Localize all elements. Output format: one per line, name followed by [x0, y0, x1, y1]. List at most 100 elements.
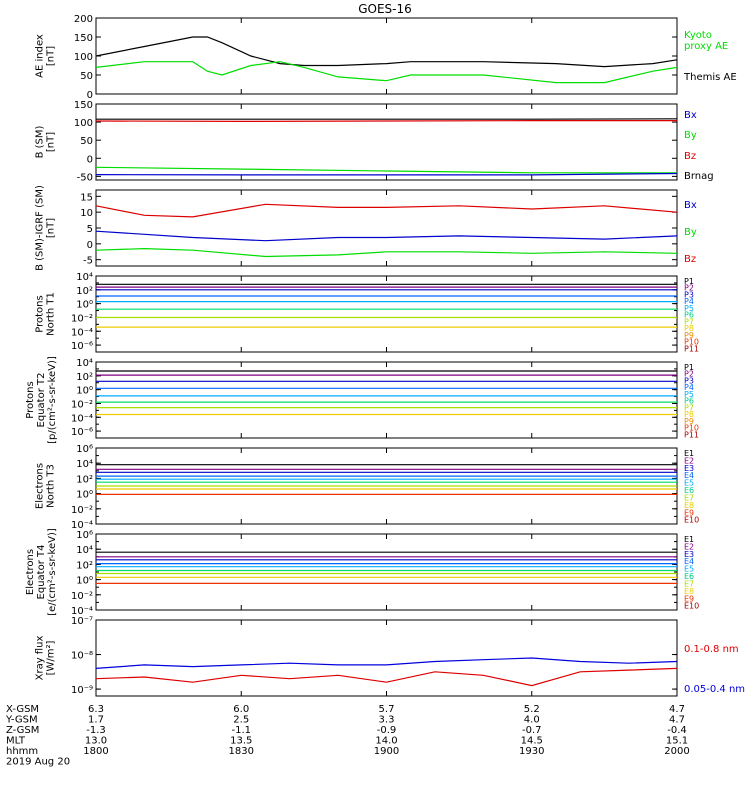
legend-label: P4 [684, 297, 694, 306]
y-tick-label: 5 [87, 224, 93, 235]
legend-label: Bx [684, 200, 697, 211]
legend-label: By [684, 130, 697, 141]
legend-label: E10 [684, 516, 699, 525]
legend-label: E8 [684, 587, 694, 596]
y-tick-label: 10⁻² [71, 591, 93, 602]
y-tick-label: 10² [76, 474, 93, 485]
series-line [95, 119, 677, 123]
y-tick-label: 10² [76, 560, 93, 571]
y-tick-label: -50 [77, 172, 93, 183]
y-tick-label: 10⁻⁴ [71, 520, 93, 531]
ephemeris-value: -0.7 [522, 725, 542, 736]
series-line [95, 166, 677, 174]
y-axis-label: [e/(cm²-s-sr-keV)] [47, 528, 58, 616]
ephemeris-value: 1800 [83, 746, 108, 757]
y-axis-label: [p/(cm²-s-sr-keV)] [47, 356, 58, 444]
series-line [95, 36, 678, 68]
legend-label: P10 [684, 424, 699, 433]
series-line [95, 657, 678, 669]
panel-frame [95, 189, 678, 267]
legend-label: E4 [684, 471, 694, 480]
legend-label: E9 [684, 594, 694, 603]
legend-label: E1 [684, 449, 694, 458]
legend-label: P9 [684, 417, 694, 426]
legend-label: E8 [684, 501, 694, 510]
y-tick-label: 10 [80, 208, 93, 219]
series-line [95, 247, 678, 258]
y-axis-label: Protons [25, 381, 36, 418]
y-tick-label: 10⁻² [71, 399, 93, 410]
ephemeris-value: -0.9 [377, 725, 397, 736]
legend-label: 0.1-0.8 nm [684, 644, 739, 655]
y-axis-label: [nT] [46, 46, 57, 66]
legend-label: P10 [684, 338, 699, 347]
panel-xray: 10⁻⁷ 10⁻⁸ 10⁻⁹ Xray flux [W/m²] 0.1-0.8 nm 0.0… [35, 616, 745, 697]
ephemeris-value: 14.0 [375, 736, 397, 747]
legend-label: P3 [684, 290, 694, 299]
legend-label: P1 [684, 363, 694, 372]
series-line [95, 61, 678, 84]
y-tick-label: 10⁴ [76, 545, 93, 556]
legend-label: P6 [684, 397, 694, 406]
ephemeris-value: -1.1 [231, 725, 251, 736]
legend-label: E5 [684, 565, 694, 574]
panel-bsm: -50 0 50 100 150 B (SM) [nT] Bx By Bz Brnag [35, 100, 714, 183]
y-axis-label: Equator T2 [36, 373, 47, 428]
legend-label: Themis AE [683, 72, 737, 83]
y-tick-label: 10⁻⁶ [71, 341, 93, 352]
series-line [95, 203, 678, 218]
y-tick-label: 10⁶ [76, 530, 93, 541]
legend-label: Bz [684, 254, 696, 265]
legend-label: E7 [684, 493, 694, 502]
y-tick-label: 150 [74, 33, 93, 44]
ephemeris-row-label: MLT [6, 736, 26, 747]
ephemeris-value: 2.5 [233, 715, 249, 726]
legend-label: Kyoto [684, 30, 712, 41]
legend-label: Bx [684, 110, 697, 121]
legend-label: E5 [684, 479, 694, 488]
y-tick-label: 150 [74, 100, 93, 111]
ephemeris-value: 13.5 [230, 736, 252, 747]
y-tick-label: 10⁻² [71, 505, 93, 516]
y-axis-label: North T3 [46, 464, 57, 508]
y-tick-label: 0 [87, 240, 93, 251]
y-axis-label: Electrons [35, 463, 46, 509]
y-axis-label: [nT] [46, 218, 57, 238]
date-label: 2019 Aug 20 [6, 757, 70, 768]
y-tick-label: 10⁰ [76, 386, 93, 397]
legend-label: P9 [684, 331, 694, 340]
legend-label: P11 [684, 430, 699, 439]
y-tick-label: 50 [80, 136, 93, 147]
y-tick-label: 15 [80, 192, 93, 203]
y-tick-label: 10⁻² [71, 313, 93, 324]
legend-label: Brnag [684, 171, 714, 182]
y-tick-label: 50 [80, 71, 93, 82]
legend-label: P1 [684, 277, 694, 286]
ephemeris-value: 2000 [664, 746, 689, 757]
legend-label: P7 [684, 317, 694, 326]
y-axis-label: Protons [35, 295, 46, 332]
y-tick-label: 10⁴ [76, 358, 93, 369]
legend-label: E6 [684, 486, 694, 495]
ephemeris-value: 1930 [519, 746, 544, 757]
series-line [95, 172, 678, 176]
ephemeris-value: 13.0 [85, 736, 107, 747]
y-tick-label: 10⁻⁴ [71, 606, 93, 617]
legend-label: P4 [684, 383, 694, 392]
panel-bigrf: -5 0 5 10 15 B (SM)-IGRF (SM) [nT] Bx By Bz [35, 185, 697, 271]
y-axis-label: [nT] [46, 132, 57, 152]
ephemeris-row-label: Y-GSM [5, 715, 38, 726]
ephemeris-footer: X-GSM 6.3 6.0 5.7 5.2 4.7 Y-GSM 1.7 2.5 3.3 4.0 4.7… [5, 704, 690, 768]
ephemeris-value: 3.3 [379, 715, 395, 726]
ephemeris-value: 6.0 [233, 704, 249, 715]
y-axis-label: B (SM)-IGRF (SM) [35, 185, 46, 271]
legend-label: E1 [684, 535, 694, 544]
legend-label: E2 [684, 542, 694, 551]
ephemeris-value: 1830 [229, 746, 254, 757]
y-tick-label: 10⁴ [76, 459, 93, 470]
y-axis-label: North T1 [46, 292, 57, 336]
panel-peq: 10⁴ 10² 10⁰ 10⁻² 10⁻⁴ 10⁻⁶ Protons Equator T2 [p… [25, 356, 699, 444]
panel-eeq: 10⁶ 10⁴ 10² 10⁰ 10⁻² 10⁻⁴ Electrons Equator T4[… [25, 528, 699, 617]
legend-label: P3 [684, 376, 694, 385]
